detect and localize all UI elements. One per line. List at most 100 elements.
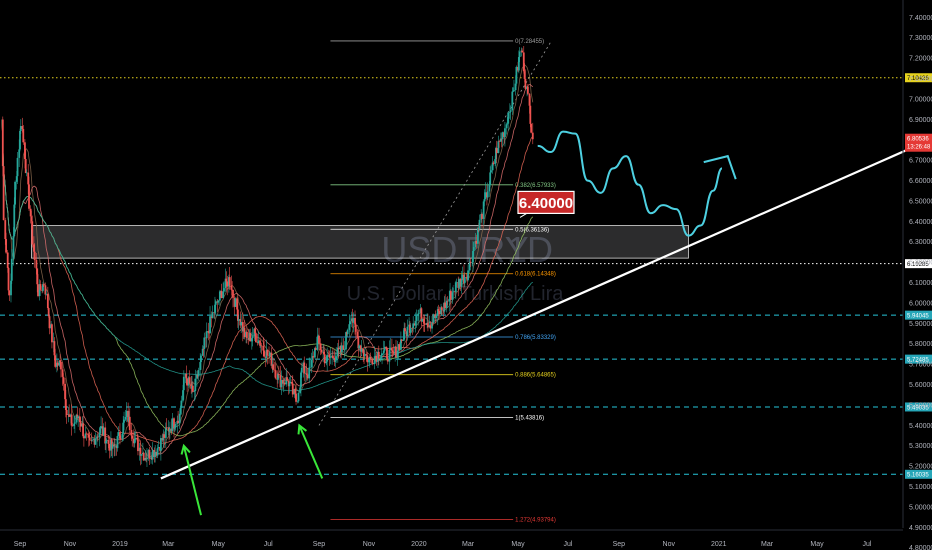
candle-body: [6, 252, 9, 268]
candle-body: [478, 219, 481, 229]
price-tick-10: 6.50000: [909, 198, 932, 205]
candle-body: [197, 370, 200, 377]
forecast-path: [537, 130, 723, 237]
candle-body: [492, 162, 495, 164]
candle-body: [130, 430, 133, 436]
candle-body: [71, 425, 74, 427]
candle-body: [277, 373, 279, 380]
price-tick-26: 4.90000: [909, 525, 932, 532]
candle-body: [483, 199, 486, 202]
candle-body: [56, 362, 59, 366]
candle-body: [255, 333, 257, 343]
candle-body: [87, 434, 89, 435]
candle-body: [342, 345, 345, 350]
candle-body: [140, 454, 143, 456]
level-badge-1: [905, 259, 932, 269]
candle-body: [414, 320, 417, 326]
price-tick-24: 5.10000: [909, 484, 932, 491]
candle-body: [146, 457, 148, 460]
candle-body: [444, 302, 447, 308]
time-axis[interactable]: Sep Nov 2019 Mar May Jul Sep Nov 2020 Mar May Jul Se…: [0, 529, 903, 548]
candle-body: [178, 413, 181, 424]
candle-body: [136, 437, 139, 440]
green-arrows-layer: [180, 423, 324, 516]
candle-body: [22, 129, 25, 143]
candle-body: [303, 362, 306, 374]
candle-body: [75, 414, 78, 423]
candle-body: [84, 433, 87, 439]
candle-body: [432, 314, 435, 323]
candle-body: [225, 278, 228, 282]
candle-body: [488, 185, 491, 192]
candle-body: [33, 251, 36, 261]
candle-body: [91, 440, 93, 441]
candle-body: [316, 336, 319, 350]
candle-body: [438, 310, 441, 315]
candle-body: [94, 438, 97, 445]
candle-body: [159, 438, 162, 451]
candle-body: [489, 172, 492, 186]
candle-body: [531, 132, 534, 140]
candle-body: [222, 291, 225, 299]
candle-body: [90, 440, 93, 441]
candle-body: [403, 328, 406, 340]
candle-body: [139, 447, 142, 456]
candle-body: [38, 284, 41, 297]
candle-body: [105, 440, 107, 444]
candle-body: [268, 352, 271, 356]
candle-body: [291, 382, 293, 384]
time-tick-8: 2020: [411, 541, 427, 548]
candle-body: [482, 201, 485, 219]
candle-body: [283, 382, 286, 385]
candle-body: [310, 359, 313, 368]
candle-body: [36, 268, 39, 285]
candle-body: [54, 355, 57, 367]
level-label-2: 5.94045: [907, 313, 929, 319]
candle-body: [440, 307, 442, 315]
price-tick-3: 7.20000: [909, 56, 932, 63]
candle-body: [5, 239, 7, 253]
fib-label-6: 1(5.43816): [515, 416, 544, 422]
candle-body: [250, 338, 253, 342]
candle-body: [33, 244, 35, 252]
forecast-arrow-head: [703, 154, 737, 180]
candle-body: [7, 267, 10, 291]
price-axis[interactable]: 7.50000 7.40000 7.30000 7.20000 7.10000 7.000…: [902, 0, 932, 550]
candle-body: [463, 277, 466, 284]
candle-body: [517, 57, 520, 71]
price-tick-14: 6.10000: [909, 280, 932, 287]
candle-body: [381, 353, 383, 356]
trendline-layer[interactable]: [160, 144, 917, 480]
candle-body: [375, 355, 378, 362]
candle-body: [383, 346, 386, 351]
candle-body: [320, 349, 323, 353]
candle-body: [272, 364, 275, 370]
time-tick-5: Jul: [264, 541, 273, 548]
candle-body: [404, 328, 406, 332]
candle-body: [37, 284, 39, 297]
green-arrow-head-1: [297, 423, 308, 435]
candle-body: [468, 261, 471, 271]
candle-body: [254, 328, 256, 334]
moving-average-200: [1, 119, 534, 392]
candle-body: [82, 436, 85, 439]
candle-body: [477, 228, 479, 244]
candle-body: [400, 339, 402, 350]
forecast-layer: [537, 130, 737, 237]
candle-body: [312, 356, 315, 358]
candle-body: [295, 393, 297, 402]
candle-body: [96, 436, 98, 439]
candle-body: [507, 112, 510, 124]
price-tick-1: 7.40000: [909, 15, 932, 22]
candle-body: [306, 374, 309, 379]
candle-body: [348, 324, 351, 330]
candle-body: [392, 352, 395, 354]
candle-body: [371, 358, 374, 364]
candle-body: [174, 423, 177, 428]
candle-body: [164, 427, 167, 438]
candle-body: [188, 377, 191, 384]
level-badge-0: [905, 73, 932, 83]
time-tick-4: May: [212, 541, 226, 548]
candle-body: [323, 354, 326, 364]
